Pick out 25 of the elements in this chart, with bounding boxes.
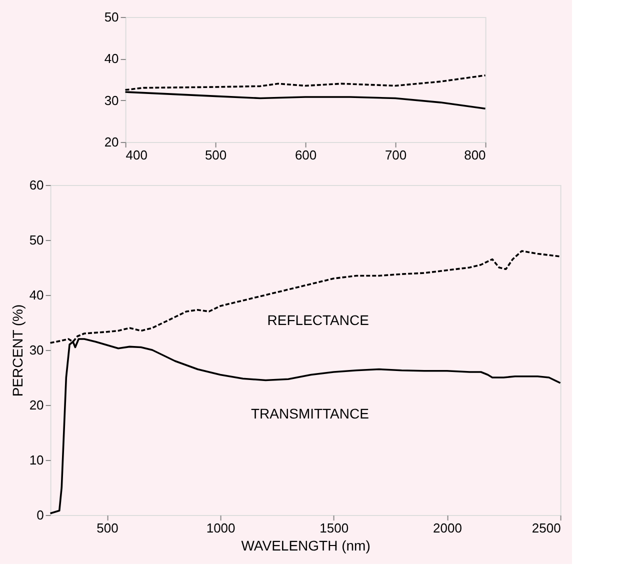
- y-tick-label: 20: [104, 134, 119, 150]
- series-label: REFLECTANCE: [267, 312, 369, 328]
- x-tick-label: 1500: [320, 520, 349, 536]
- y-tick-label: 50: [29, 232, 44, 248]
- y-tick-label: 50: [104, 10, 119, 24]
- y-tick-label: 40: [29, 288, 44, 302]
- y-tick-label: 30: [29, 342, 44, 358]
- x-tick-label: 700: [384, 148, 407, 162]
- x-tick-label: 500: [96, 520, 118, 536]
- y-tick-label: 60: [29, 178, 44, 192]
- x-tick-label: 800: [464, 148, 486, 162]
- y-tick-label: 10: [29, 452, 44, 468]
- series-label: TRANSMITTANCE: [251, 405, 369, 422]
- x-tick-label: 500: [204, 148, 227, 162]
- x-tick-label: 2000: [433, 520, 462, 536]
- y-tick-label: 0: [36, 508, 44, 522]
- x-tick-label: 600: [294, 148, 317, 162]
- x-tick-label: 400: [126, 148, 148, 162]
- y-tick-label: 40: [104, 51, 119, 66]
- x-axis-title: WAVELENGTH (nm): [241, 538, 370, 554]
- x-tick-label: 2500: [532, 520, 561, 536]
- y-tick-label: 30: [104, 92, 119, 108]
- x-tick-label: 1000: [206, 520, 236, 536]
- y-axis-title: PERCENT (%): [9, 304, 26, 397]
- y-tick-label: 20: [29, 398, 44, 412]
